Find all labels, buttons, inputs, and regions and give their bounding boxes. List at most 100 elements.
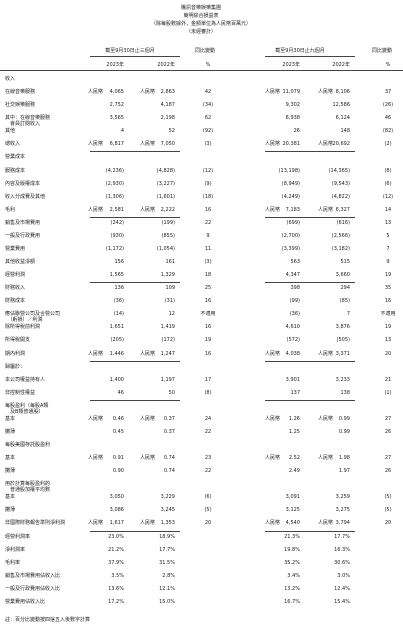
cell: 1,197 [160, 376, 175, 383]
cell: 27 [384, 415, 392, 422]
cell: 5 [386, 232, 390, 239]
cell: (12) [202, 167, 214, 174]
row-label: 其他收益淨額 [5, 259, 36, 266]
cell: 1,446 [109, 350, 124, 357]
rule [90, 56, 180, 57]
rule [90, 151, 180, 153]
cell: 20 [204, 520, 212, 527]
cell: (616) [336, 219, 350, 226]
header-line: （未經審計） [185, 29, 217, 35]
cell: 不適用 [200, 311, 216, 318]
cell: (12) [382, 193, 394, 200]
column-sub: % [385, 62, 391, 68]
row-label: 毛利 [5, 206, 16, 213]
cell: 0.74 [163, 455, 175, 462]
cell: 7 [346, 311, 350, 318]
cell: (82) [382, 128, 394, 135]
cell: (1,054) [156, 245, 175, 252]
rule [0, 70, 403, 71]
cell: 18.9% [159, 533, 175, 540]
row-label: 其他 [5, 128, 16, 135]
cell: 37.9% [108, 559, 124, 566]
rule [90, 360, 180, 362]
currency: 人民幣 [265, 89, 281, 96]
cell: 109 [165, 285, 175, 292]
currency: 人民幣 [265, 350, 281, 357]
currency: 人民幣 [265, 415, 281, 422]
cell: 37 [384, 89, 392, 96]
cell: 13 [384, 219, 392, 226]
cell: 7 [386, 245, 390, 252]
row-label: 收入 [5, 76, 16, 82]
column-group: 截至9月30日止九個月 [275, 48, 325, 54]
cell: 3,565 [109, 115, 124, 122]
row-label: 所得稅開支 [5, 337, 31, 344]
cell: 13.2% [284, 585, 300, 592]
row-label: 財務收入 [5, 285, 26, 292]
cell: 1,247 [160, 350, 175, 357]
column-sub: 2022年 [332, 62, 350, 68]
row-label: 營業費用 [5, 245, 26, 252]
currency: 人民幣 [265, 455, 281, 462]
cell: 3,371 [335, 350, 350, 357]
cell: 16 [384, 298, 392, 305]
row-label: 基本 [5, 494, 16, 501]
row-label: 收入分成費及其他 [5, 193, 46, 200]
column-change: 同比變動 [371, 48, 393, 54]
rule [90, 399, 180, 401]
cell: (2,566) [331, 232, 350, 239]
cell: (8) [384, 167, 392, 174]
cell: 25 [204, 285, 212, 292]
cell: 1.25 [288, 428, 300, 435]
cell: 26 [384, 428, 392, 435]
cell: 0.90 [112, 468, 124, 475]
cell: 3,086 [109, 507, 124, 514]
cell: 21.3% [284, 533, 300, 540]
cell: (9,543) [331, 180, 350, 187]
row-label: 財務成本 [5, 298, 26, 305]
cell: 31.5% [159, 559, 175, 566]
cell: (8) [204, 389, 212, 396]
currency: 人民幣 [318, 206, 334, 213]
row-label: 內容及版權成本 [5, 180, 41, 187]
cell: 4 [120, 128, 124, 135]
cell: 2,752 [109, 102, 124, 109]
currency: 人民幣 [88, 520, 104, 527]
currency: 人民幣 [265, 141, 281, 148]
cell: 19.8% [284, 546, 300, 553]
cell: 563 [290, 259, 300, 266]
cell: 1,565 [109, 272, 124, 279]
cell: 20,692 [332, 141, 351, 148]
currency: 人民幣 [88, 141, 104, 148]
cell: (36) [289, 311, 300, 318]
cell: 136 [114, 285, 124, 292]
column-group: 截至9月30日止三個月 [105, 48, 155, 54]
cell: 515 [340, 259, 350, 266]
rule [90, 216, 180, 218]
cell: 7,050 [160, 141, 175, 148]
cell: 15.0% [159, 598, 175, 605]
cell: (5) [384, 507, 392, 514]
cell: 0.46 [112, 415, 124, 422]
currency: 人民幣 [265, 206, 281, 213]
cell: 50 [168, 389, 175, 396]
cell: 52 [168, 128, 175, 135]
row-label: 基本 [5, 455, 16, 462]
cell: 9 [386, 259, 390, 266]
cell: 3,091 [285, 494, 300, 501]
cell: 137 [290, 389, 300, 396]
cell: 23.0% [108, 533, 124, 540]
cell: 26 [384, 468, 392, 475]
cell: (31) [164, 298, 175, 305]
cell: 2.8% [162, 572, 175, 579]
cell: (1,601) [156, 193, 175, 200]
cell: (4,249) [281, 193, 300, 200]
currency: 人民幣 [140, 206, 156, 213]
cell: 17.2% [108, 598, 124, 605]
cell: 3,275 [335, 507, 350, 514]
row-label: 應佔聯營公司及合營公司 （虧損）／利潤 [5, 311, 61, 324]
cell: 19 [384, 324, 392, 331]
cell: 14 [384, 206, 392, 213]
rule [265, 530, 355, 532]
cell: 3.0% [337, 572, 350, 579]
